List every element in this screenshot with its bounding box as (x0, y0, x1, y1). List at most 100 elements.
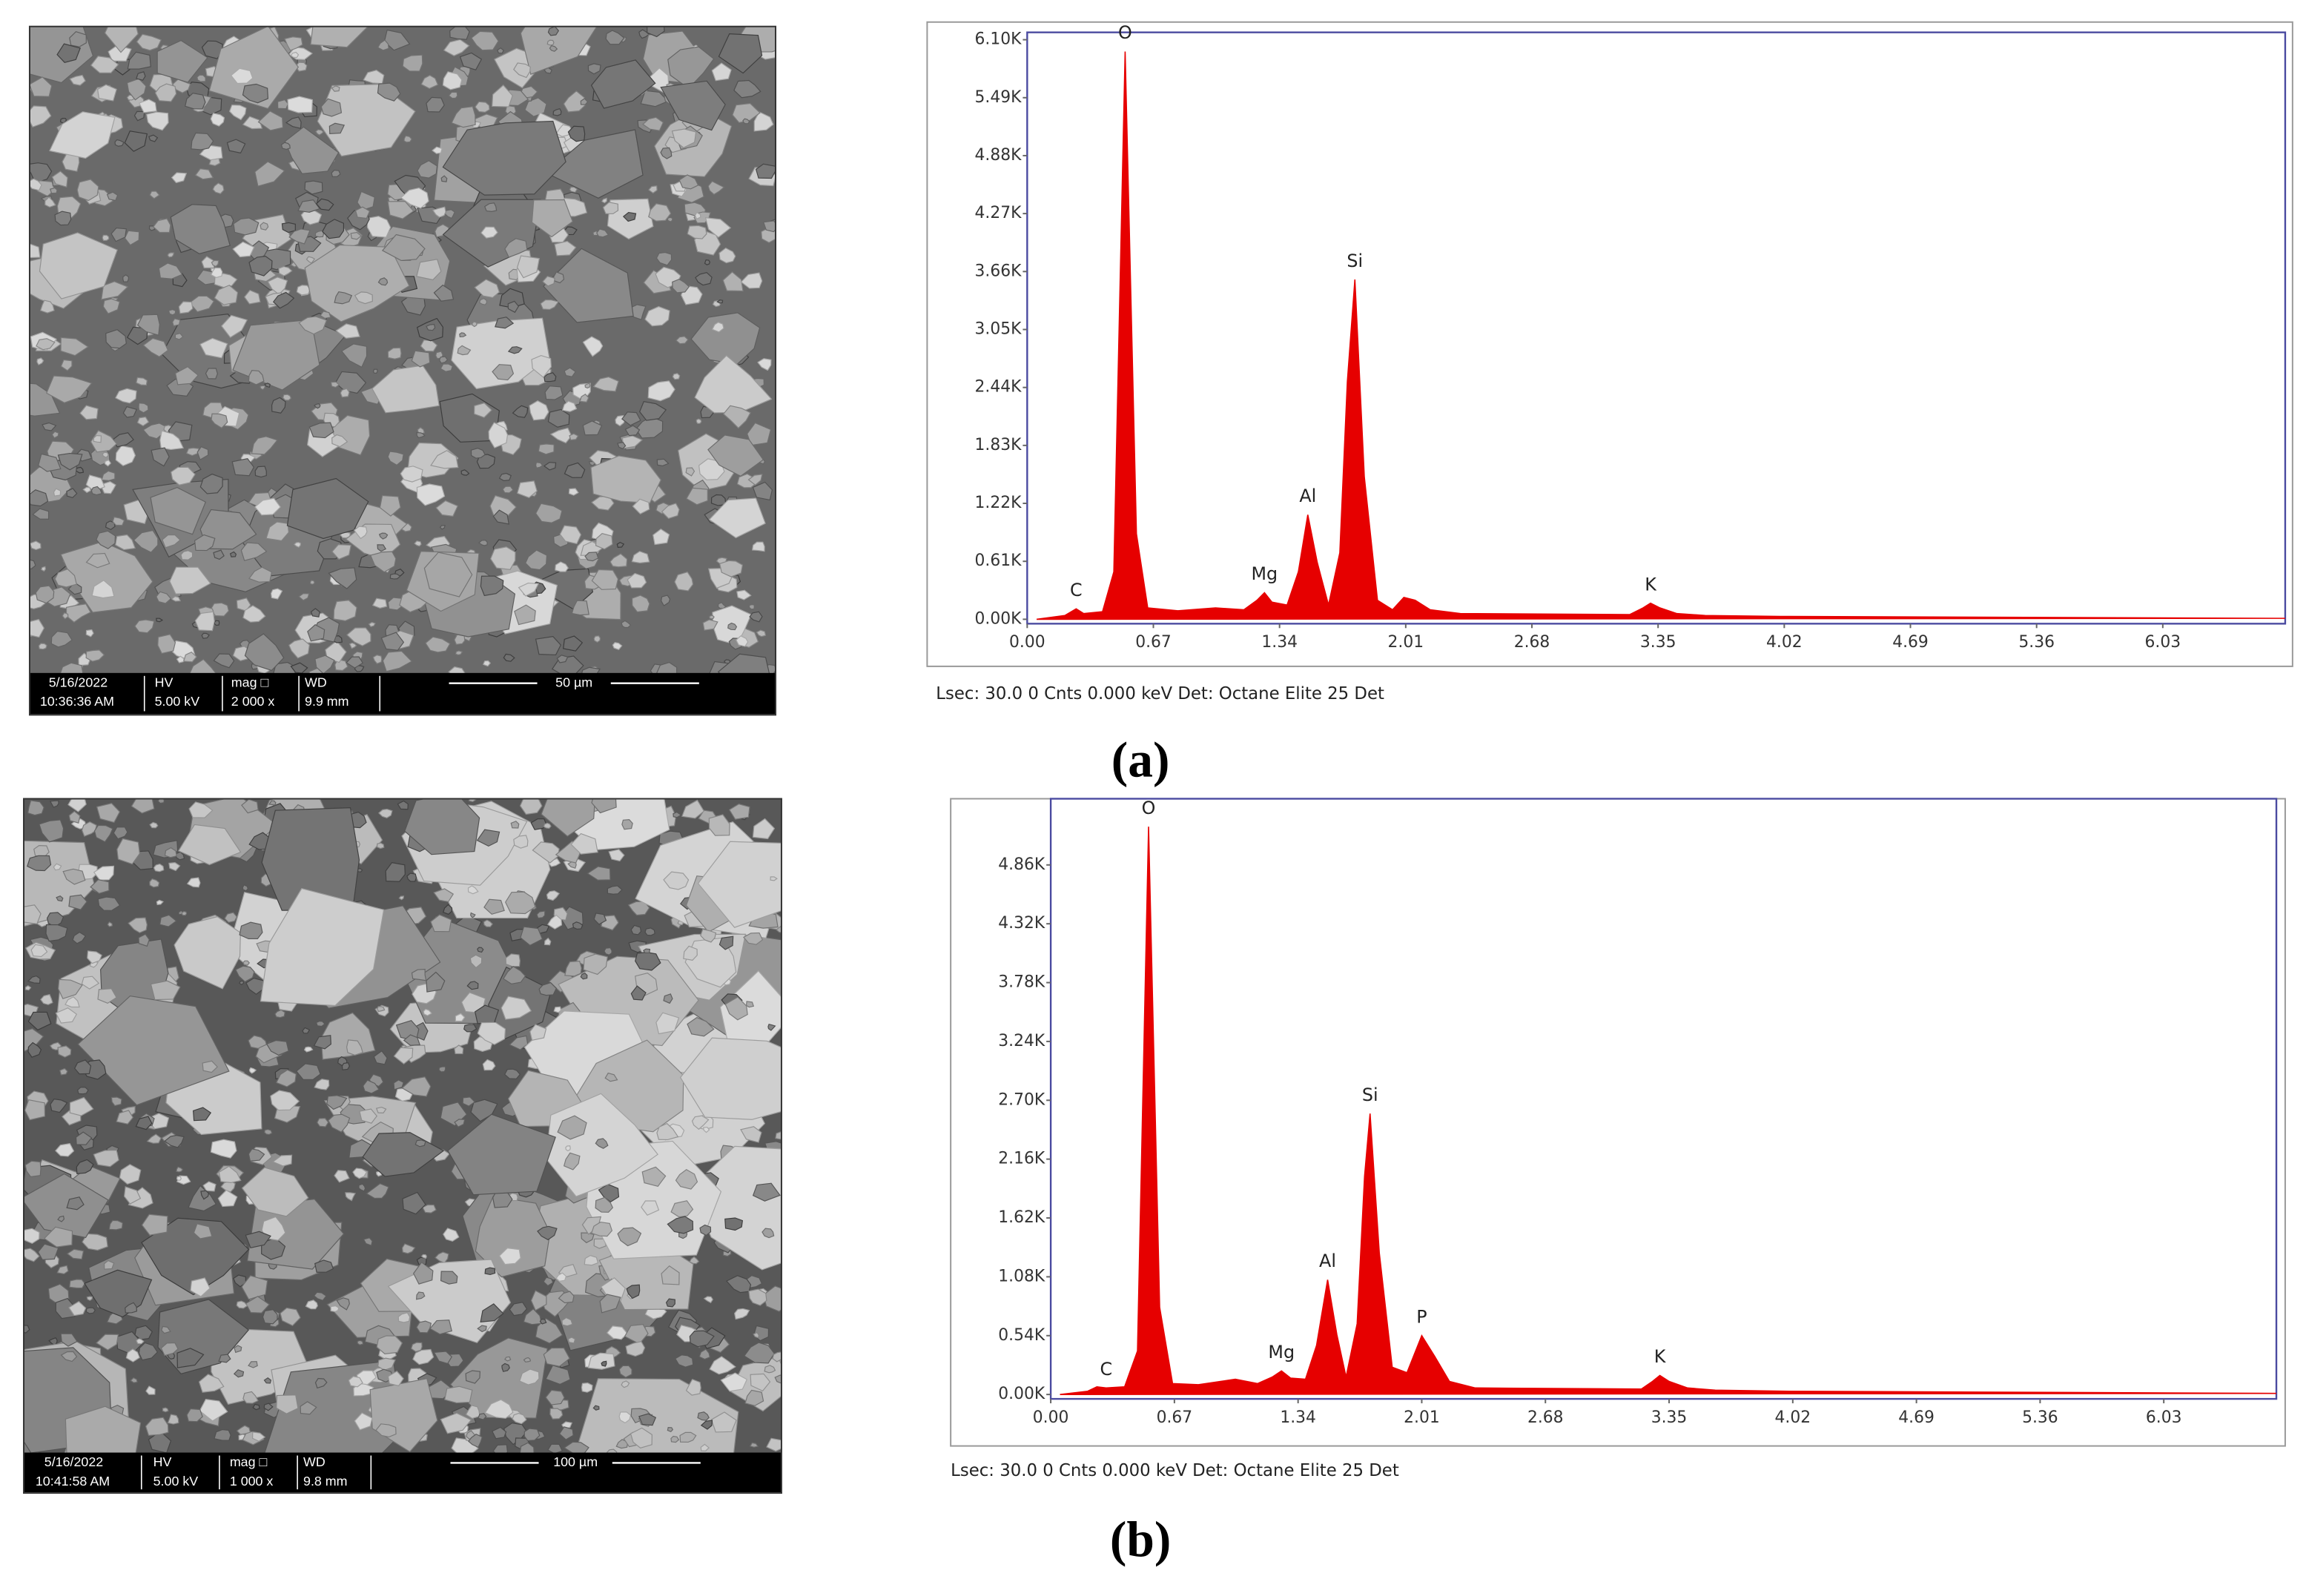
sem-particle (430, 914, 452, 933)
sem-particle (358, 1183, 366, 1192)
sem-particle (328, 1113, 351, 1133)
sem-particle (544, 372, 557, 383)
sem-particle (582, 420, 603, 436)
sem-particle (540, 299, 560, 311)
sem-particle (310, 608, 320, 617)
sem-particle (149, 821, 159, 829)
sem-particle (631, 595, 650, 613)
sem-particle (655, 251, 673, 266)
peak-label: K (1654, 1346, 1667, 1367)
sem-particle (556, 655, 569, 663)
sem-particle (251, 436, 278, 455)
sem-particle (499, 288, 525, 308)
sem-particle (176, 1176, 182, 1181)
sem-particle (635, 416, 664, 439)
detector-footer: Lsec: 30.0 0 Cnts 0.000 keV Det: Octane … (936, 684, 1384, 703)
sem-particle (313, 1035, 331, 1050)
sem-particle (138, 403, 149, 414)
sem-particle (440, 1271, 458, 1285)
sem-particle (213, 653, 235, 669)
y-tick-label: 0.54K (998, 1326, 1045, 1345)
sem-particle (510, 821, 520, 829)
sem-particle (134, 619, 155, 634)
y-tick-label: 4.86K (998, 855, 1045, 874)
sem-particle (630, 1427, 653, 1449)
sem-particle (380, 632, 405, 651)
sem-particle (378, 532, 389, 540)
sem-particle (542, 275, 555, 287)
sem-particle (590, 59, 656, 109)
sem-particle (757, 358, 772, 371)
sem-particle (459, 332, 467, 338)
sem-particle (505, 953, 521, 967)
sem-particle (599, 1294, 621, 1314)
peak-label: C (1070, 580, 1083, 600)
sem-particle (186, 1408, 203, 1423)
y-tick-label: 6.10K (975, 30, 1022, 49)
sem-particle (581, 1383, 593, 1393)
sem-particle (591, 569, 619, 590)
sem-particle (340, 343, 368, 368)
sem-particle (168, 861, 181, 872)
sem-particle (579, 394, 589, 403)
sem-particle (334, 291, 353, 305)
sem-particle (687, 1016, 715, 1037)
sem-particle (368, 621, 376, 628)
sem-particle (248, 1148, 265, 1162)
sem-particle (648, 185, 658, 194)
sem-particle (270, 1090, 300, 1111)
sem-particle (751, 541, 765, 552)
sem-particle (39, 299, 55, 314)
sem-particle (465, 1405, 480, 1420)
sem-particle (661, 595, 671, 606)
sem-particle (543, 822, 552, 830)
sem-particle (194, 611, 215, 632)
sem-particle (673, 811, 682, 818)
sem-particle (168, 308, 176, 316)
sem-particle (69, 30, 87, 47)
sem-particle (24, 1099, 46, 1121)
sem-particle (136, 416, 150, 427)
sem-particle (56, 43, 82, 63)
sem-particle (62, 612, 69, 620)
x-tick-label: 0.00 (1033, 1408, 1069, 1427)
sem-particle (631, 551, 650, 564)
y-tick-label: 3.05K (975, 319, 1022, 338)
sem-particle (254, 466, 267, 478)
sem-particle (357, 1340, 364, 1345)
sem-particle (703, 1126, 710, 1133)
spectrum-area (1036, 51, 2285, 620)
sem-particle (136, 71, 146, 81)
sem-particle (433, 888, 455, 903)
sem-particle (699, 1224, 712, 1236)
sem-particle (520, 926, 544, 947)
info-text: 9.9 mm (305, 694, 349, 709)
sem-particle (300, 209, 323, 225)
info-text: 1 000 x (230, 1474, 274, 1489)
sem-particle (37, 1243, 59, 1260)
sem-particle (535, 462, 544, 468)
sem-particle (698, 1348, 711, 1360)
sem-particle (561, 400, 578, 412)
sem-particle (107, 921, 113, 927)
sem-particle (189, 658, 217, 674)
sem-particle (116, 838, 141, 865)
sem-particle (199, 1399, 228, 1422)
sem-particle (46, 375, 93, 403)
sem-particle (304, 180, 323, 195)
chart-frame (926, 21, 2293, 667)
sem-particle (457, 345, 472, 356)
sem-particle (302, 1027, 311, 1034)
sem-particle (568, 488, 579, 496)
sem-particle (465, 1370, 480, 1384)
sem-particle (156, 899, 164, 906)
sem-particle (507, 346, 523, 354)
sem-particle (248, 566, 273, 583)
sem-particle (174, 332, 184, 340)
sem-particle (37, 453, 62, 472)
sem-particle (29, 178, 42, 191)
sem-particle (557, 1115, 587, 1140)
sem-particle (716, 299, 724, 304)
sem-particle (685, 487, 708, 506)
scale-label: 100 µm (553, 1454, 598, 1469)
